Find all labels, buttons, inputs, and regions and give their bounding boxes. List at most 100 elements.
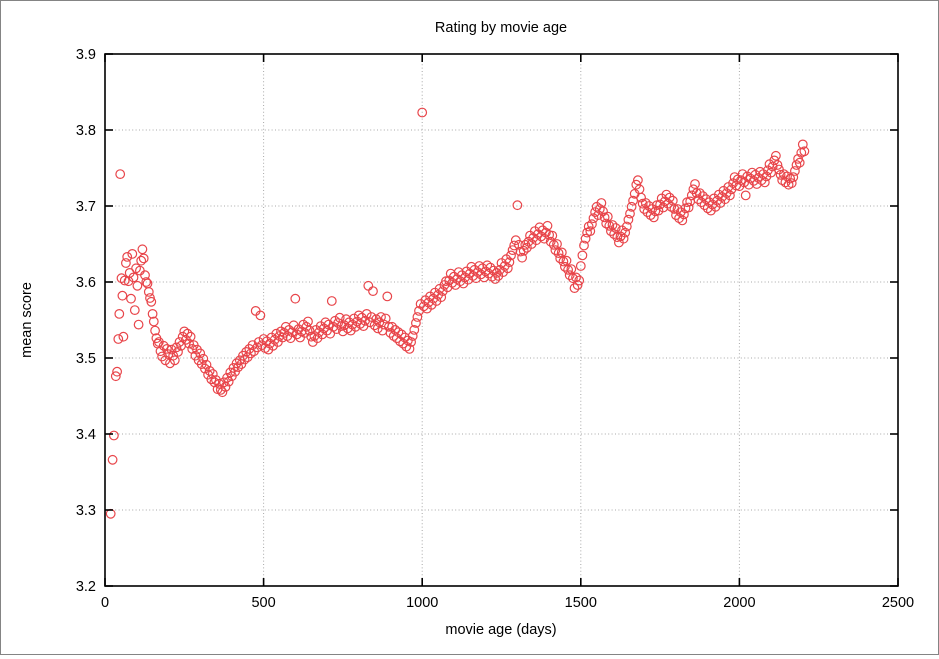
data-point <box>580 233 591 244</box>
data-point <box>669 204 680 214</box>
data-point <box>655 199 665 210</box>
data-point <box>137 244 148 255</box>
data-point <box>791 160 802 170</box>
data-point <box>790 166 800 176</box>
data-point <box>583 221 594 232</box>
data-point <box>171 342 182 353</box>
data-point <box>393 327 404 338</box>
data-point <box>407 331 418 341</box>
data-point <box>666 201 677 212</box>
data-point <box>506 250 516 261</box>
data-point <box>141 277 152 287</box>
data-point <box>387 321 398 332</box>
data-point <box>547 230 558 241</box>
data-point <box>195 348 206 359</box>
data-point <box>303 316 313 327</box>
data-point <box>333 318 344 328</box>
data-point <box>436 292 447 303</box>
data-point <box>368 286 378 297</box>
data-point <box>577 250 588 261</box>
points-layer <box>105 107 810 519</box>
data-point <box>679 209 689 220</box>
data-point <box>574 275 585 286</box>
data-point <box>128 272 139 283</box>
grid-layer <box>105 54 898 586</box>
data-point <box>517 252 527 263</box>
y-tick-label: 3.3 <box>76 503 96 519</box>
data-point <box>571 272 581 283</box>
data-point <box>166 344 177 355</box>
data-point <box>664 192 675 203</box>
data-point <box>108 430 119 441</box>
data-point <box>169 355 180 366</box>
data-point <box>579 240 589 251</box>
data-point <box>136 255 147 266</box>
data-point <box>279 328 290 338</box>
data-point <box>556 247 567 258</box>
data-point <box>759 177 770 188</box>
data-point <box>366 312 377 322</box>
data-point <box>233 362 244 373</box>
data-point <box>620 227 631 238</box>
data-point <box>132 280 143 291</box>
data-point <box>512 200 523 211</box>
data-point <box>694 188 705 199</box>
data-point <box>569 283 580 294</box>
data-point <box>118 331 129 342</box>
data-point <box>220 382 231 392</box>
data-point <box>545 236 556 247</box>
data-point <box>411 318 421 328</box>
data-point <box>642 207 653 218</box>
data-point <box>786 178 797 189</box>
y-tick-label: 3.9 <box>76 47 96 63</box>
y-tick-label: 3.2 <box>76 579 96 595</box>
data-point <box>241 347 252 357</box>
data-point <box>542 220 553 231</box>
data-point <box>661 189 672 200</box>
data-point <box>771 150 781 161</box>
data-point <box>114 309 125 319</box>
plot-frame <box>104 53 899 587</box>
data-point <box>772 160 783 170</box>
data-point <box>417 107 428 118</box>
data-point <box>290 293 301 304</box>
data-point <box>119 275 130 286</box>
data-point <box>799 146 810 157</box>
data-point <box>138 253 149 264</box>
data-point <box>572 280 583 290</box>
x-tick-label: 2500 <box>882 595 914 611</box>
data-point <box>609 229 619 240</box>
data-point <box>198 353 209 364</box>
data-point <box>110 371 121 382</box>
data-point <box>626 201 637 212</box>
data-point <box>550 245 561 256</box>
data-point <box>690 179 700 189</box>
data-point <box>552 239 562 249</box>
data-point <box>797 139 808 150</box>
data-point <box>161 344 172 354</box>
data-point <box>691 188 702 199</box>
data-point <box>369 320 380 331</box>
data-point <box>788 172 799 183</box>
y-tick-label: 3.6 <box>76 275 96 291</box>
data-point <box>699 200 710 211</box>
data-point <box>633 175 643 186</box>
data-point <box>143 287 154 297</box>
data-point <box>338 326 348 337</box>
x-tick-label: 2000 <box>723 595 755 611</box>
data-point <box>623 214 634 225</box>
data-point <box>625 208 635 219</box>
data-point <box>326 296 337 306</box>
data-point <box>384 321 394 332</box>
x-tick-label: 1500 <box>565 595 597 611</box>
data-point <box>173 347 183 357</box>
data-point <box>120 258 131 268</box>
data-point <box>541 227 551 238</box>
data-point <box>485 262 496 273</box>
data-point <box>564 270 575 281</box>
data-point <box>555 253 566 264</box>
data-point <box>158 340 169 351</box>
data-point <box>504 257 515 268</box>
